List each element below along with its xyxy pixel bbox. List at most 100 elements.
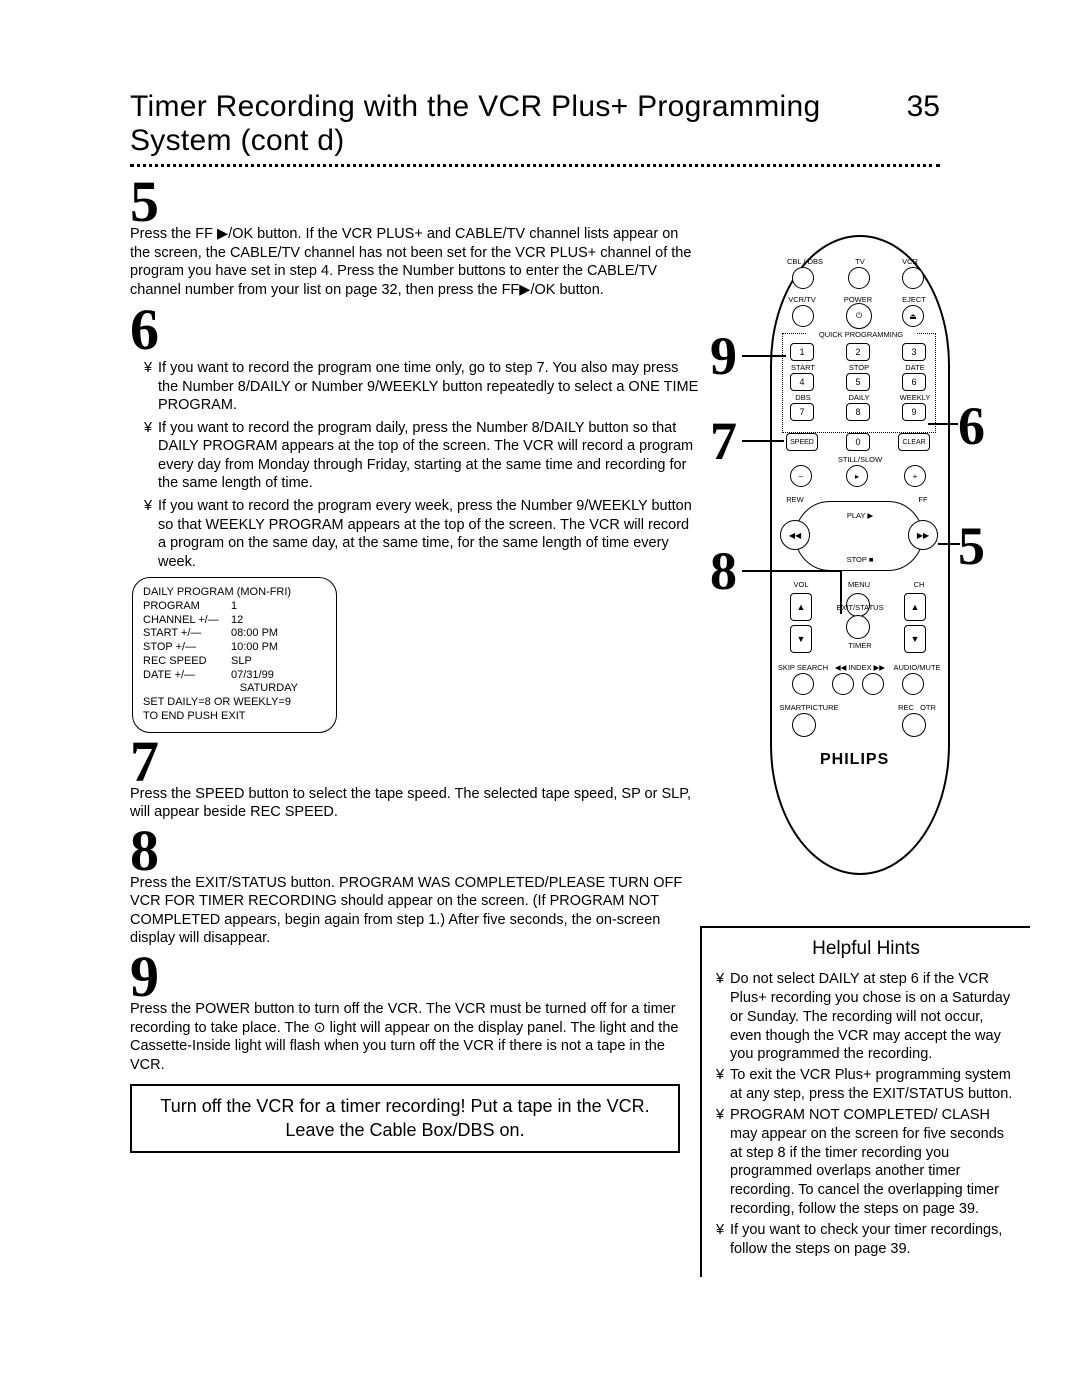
remote-label: SKIP SEARCH (776, 663, 830, 672)
step-bullets: ¥If you want to record the program one t… (144, 359, 700, 571)
remote-label: REW (780, 495, 810, 504)
prog-val: 1 (231, 600, 237, 614)
vol-up: ▲ (790, 593, 812, 621)
prog-val: 07/31/99 (231, 669, 274, 683)
bullet-mark: ¥ (144, 497, 158, 571)
remote-label: DBS (786, 393, 820, 402)
remote-label: VCR (895, 257, 925, 266)
remote-button: – (790, 465, 812, 487)
remote-label: VOL (786, 580, 816, 589)
remote-button (792, 673, 814, 695)
step-9: 9 Press the POWER button to turn off the… (130, 948, 700, 1074)
bullet-text: If you want to record the program daily,… (158, 419, 700, 493)
bullet-mark: ¥ (144, 359, 158, 415)
eject-button: ⏏ (902, 305, 924, 327)
remote-label: AUDIO/MUTE (890, 663, 944, 672)
divider (130, 164, 940, 167)
num-6: 6 (902, 373, 926, 391)
num-9: 9 (902, 403, 926, 421)
remote-button (902, 673, 924, 695)
remote-label: CH (904, 580, 934, 589)
num-8: 8 (846, 403, 870, 421)
prog-lbl: PROGRAM (143, 600, 231, 614)
remote-button: ▸ (846, 465, 868, 487)
prog-val: 08:00 PM (231, 627, 278, 641)
remote-label: PLAY ▶ (840, 511, 880, 520)
ch-up: ▲ (904, 593, 926, 621)
prog-val: SLP (231, 655, 252, 669)
remote-label: DATE (898, 363, 932, 372)
hint-text: To exit the VCR Plus+ programming system… (730, 1066, 1016, 1104)
remote-button (902, 713, 926, 737)
num-5: 5 (846, 373, 870, 391)
step-number: 9 (130, 948, 700, 1006)
step-number: 8 (130, 822, 700, 880)
prog-val: 12 (231, 614, 243, 628)
program-display-box: DAILY PROGRAM (MON-FRI) PROGRAM1 CHANNEL… (132, 577, 337, 733)
remote-control-diagram: CBL / DBS TV VCR VCR/TV POWER EJECT ⏻ ⏏ … (710, 215, 1000, 915)
power-button: ⏻ (846, 303, 872, 329)
step-8: 8 Press the EXIT/STATUS button. PROGRAM … (130, 822, 700, 948)
final-callout-box: Turn off the VCR for a timer recording! … (130, 1084, 680, 1153)
remote-label: START (786, 363, 820, 372)
remote-label: TIMER (842, 641, 878, 650)
callout-6: 6 (958, 395, 985, 457)
leader-line (928, 423, 958, 425)
callout-7: 7 (710, 410, 737, 472)
remote-label: FF (908, 495, 938, 504)
prog-lbl: STOP +/— (143, 641, 231, 655)
num-7: 7 (790, 403, 814, 421)
remote-label: STOP (842, 363, 876, 372)
step-number: 6 (130, 301, 700, 359)
step-6: 6 ¥If you want to record the program one… (130, 301, 700, 733)
num-4: 4 (790, 373, 814, 391)
prog-foot: SET DAILY=8 OR WEEKLY=9 (143, 696, 326, 710)
num-1: 1 (790, 343, 814, 361)
prog-lbl: REC SPEED (143, 655, 231, 669)
remote-label: CBL / DBS (785, 257, 825, 266)
ch-down: ▼ (904, 625, 926, 653)
hint-text: PROGRAM NOT COMPLETED/ CLASH may appear … (730, 1106, 1016, 1219)
bullet-mark: ¥ (716, 1221, 730, 1259)
leader-line (938, 543, 960, 545)
step-text: Press the FF ▶/OK button. If the VCR PLU… (130, 225, 700, 299)
remote-label: TV (845, 257, 875, 266)
step-text: Press the POWER button to turn off the V… (130, 1000, 700, 1074)
remote-label: VCR/TV (782, 295, 822, 304)
remote-label: DAILY (842, 393, 876, 402)
hint-text: If you want to check your timer recordin… (730, 1221, 1016, 1259)
remote-button (862, 673, 884, 695)
num-2: 2 (846, 343, 870, 361)
bullet-mark: ¥ (716, 970, 730, 1064)
page-number: 35 (907, 90, 940, 124)
remote-label: STOP ■ (840, 555, 880, 564)
remote-button: ▶▶ (908, 520, 938, 550)
remote-button: + (904, 465, 926, 487)
bullet-mark: ¥ (716, 1066, 730, 1104)
step-7: 7 Press the SPEED button to select the t… (130, 733, 700, 822)
prog-day: SATURDAY (143, 682, 326, 696)
prog-foot: TO END PUSH EXIT (143, 710, 326, 724)
leader-line (742, 570, 842, 572)
callout-5: 5 (958, 515, 985, 577)
clear-button: CLEAR (898, 433, 930, 451)
bullet-text: If you want to record the program every … (158, 497, 700, 571)
leader-line (742, 355, 786, 357)
remote-label: STILL/SLOW (830, 455, 890, 464)
program-head: DAILY PROGRAM (MON-FRI) (143, 586, 326, 600)
step-number: 7 (130, 733, 700, 791)
page-title: Timer Recording with the VCR Plus+ Progr… (130, 90, 907, 158)
num-0: 0 (846, 433, 870, 451)
prog-lbl: DATE +/— (143, 669, 231, 683)
brand-label: PHILIPS (820, 751, 889, 769)
speed-button: SPEED (786, 433, 818, 451)
helpful-hints-box: Helpful Hints ¥Do not select DAILY at st… (700, 926, 1030, 1277)
remote-button (792, 267, 814, 289)
step-text: Press the EXIT/STATUS button. PROGRAM WA… (130, 874, 700, 948)
bullet-text: If you want to record the program one ti… (158, 359, 700, 415)
remote-label: REC (894, 703, 918, 712)
bullet-mark: ¥ (144, 419, 158, 493)
leader-line (742, 440, 784, 442)
page-header: Timer Recording with the VCR Plus+ Progr… (130, 90, 940, 158)
vol-down: ▼ (790, 625, 812, 653)
